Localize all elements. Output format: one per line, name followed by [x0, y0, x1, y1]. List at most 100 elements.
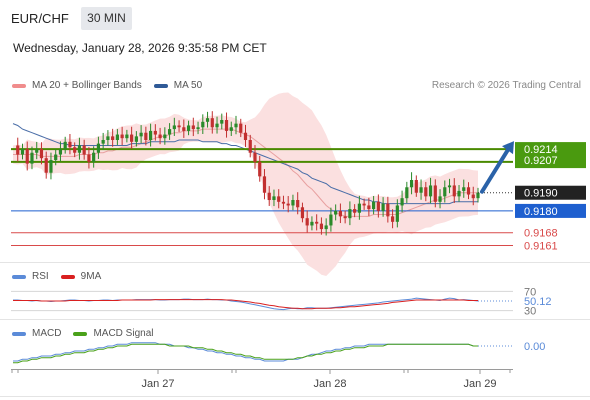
macd-signal-line	[13, 343, 478, 364]
candle-body	[343, 216, 347, 219]
candle-body	[428, 185, 433, 197]
candle-body	[49, 160, 53, 173]
candle-body	[353, 209, 357, 213]
candle-body	[253, 152, 257, 162]
symbol-title: EUR/CHF	[11, 11, 69, 26]
candle-body	[87, 154, 91, 162]
candle-body	[115, 134, 119, 140]
candle-body	[471, 194, 475, 199]
candle-body	[172, 125, 176, 130]
arrow-shaft	[480, 146, 511, 194]
timestamp: Wednesday, January 28, 2026 9:35:58 PM C…	[13, 41, 267, 55]
candle-body	[58, 149, 63, 155]
price-label-target-5: 0.9161	[524, 240, 558, 252]
candle-body	[167, 129, 172, 135]
price-label-resistance-2: 0.9207	[524, 155, 558, 167]
candle-body	[130, 134, 134, 142]
candle-body	[386, 203, 390, 217]
credit-text: Research © 2026 Trading Central	[431, 80, 581, 91]
ma20-swatch	[12, 83, 26, 88]
rsi-line	[13, 297, 479, 311]
candle-body	[376, 201, 380, 211]
candle-body	[196, 127, 200, 130]
rsi-label-2: 30	[524, 306, 536, 318]
candle-body	[186, 125, 191, 131]
macd-legend: MACD MACD Signal	[12, 328, 153, 339]
price-label-resistance-1: 0.9214	[524, 144, 558, 156]
ma50-swatch	[153, 83, 168, 88]
candle-body	[163, 134, 167, 139]
candle-body	[319, 223, 324, 230]
candle-body	[362, 203, 366, 206]
candle-body	[96, 143, 101, 153]
arrow-head	[502, 141, 514, 155]
rsi-ma-swatch	[60, 274, 75, 279]
candle-body	[177, 125, 181, 128]
candle-body	[367, 205, 371, 210]
candle-body	[438, 196, 442, 202]
price-label-target-4: 0.9168	[524, 228, 558, 240]
macd-signal-swatch	[73, 331, 88, 336]
last-price-box	[515, 185, 586, 200]
candle-body	[395, 205, 399, 222]
candle-body	[462, 187, 466, 191]
candle-body	[466, 187, 471, 195]
candle-body	[310, 221, 314, 226]
candle-body	[144, 132, 148, 140]
ma20-legend-label: MA 20 + Bollinger Bands	[32, 80, 142, 91]
candle-body	[443, 187, 447, 197]
candle-body	[77, 145, 82, 153]
candle-body	[409, 180, 414, 188]
candle-body	[234, 123, 238, 128]
candle-body	[149, 130, 153, 140]
macd-signal-legend-label: MACD Signal	[93, 328, 154, 339]
candle-body	[220, 120, 224, 124]
candle-body	[338, 210, 342, 217]
candle-body	[457, 190, 461, 197]
candle-body	[20, 149, 25, 155]
interval-badge[interactable]: 30 MIN	[81, 7, 132, 30]
candle-body	[25, 149, 29, 164]
candle-body	[262, 176, 267, 193]
candle-body	[296, 200, 300, 208]
candle-body	[111, 136, 115, 140]
candle-body	[324, 225, 328, 230]
candle-body	[329, 214, 333, 226]
candle-body	[153, 130, 157, 135]
x-tick-label-0: Jan 27	[141, 378, 174, 390]
price-label-last: 0.9190	[524, 188, 558, 200]
candle-body	[101, 140, 105, 144]
rsi-legend-label: RSI	[32, 271, 49, 282]
candle-body	[433, 185, 437, 202]
candle-body	[357, 203, 361, 213]
macd-legend-label: MACD	[32, 328, 62, 339]
x-axis-ticks: Jan 27 Jan 28 Jan 29	[11, 369, 511, 390]
candle-body	[210, 118, 214, 128]
resistance-label-box	[515, 142, 586, 169]
candle-body	[390, 216, 395, 222]
candle-body	[182, 127, 186, 131]
candle-body	[215, 123, 219, 128]
candle-body	[39, 149, 44, 159]
candle-body	[372, 201, 376, 210]
candle-body	[30, 152, 34, 164]
candles	[16, 111, 480, 236]
candle-body	[277, 196, 281, 202]
candle-body	[54, 154, 58, 160]
candle-body	[281, 201, 286, 204]
candle-body	[68, 141, 72, 148]
forecast-arrow	[478, 141, 514, 194]
candle-body	[291, 200, 295, 206]
candle-body	[120, 134, 124, 139]
candle-body	[243, 132, 248, 140]
candle-body	[414, 180, 418, 193]
candle-body	[82, 145, 86, 155]
candle-body	[447, 185, 452, 188]
macd-panel: 0.00	[13, 341, 545, 364]
candle-body	[158, 134, 162, 139]
rsi-label-1: 50.12	[524, 296, 552, 308]
bollinger-band	[13, 92, 478, 276]
